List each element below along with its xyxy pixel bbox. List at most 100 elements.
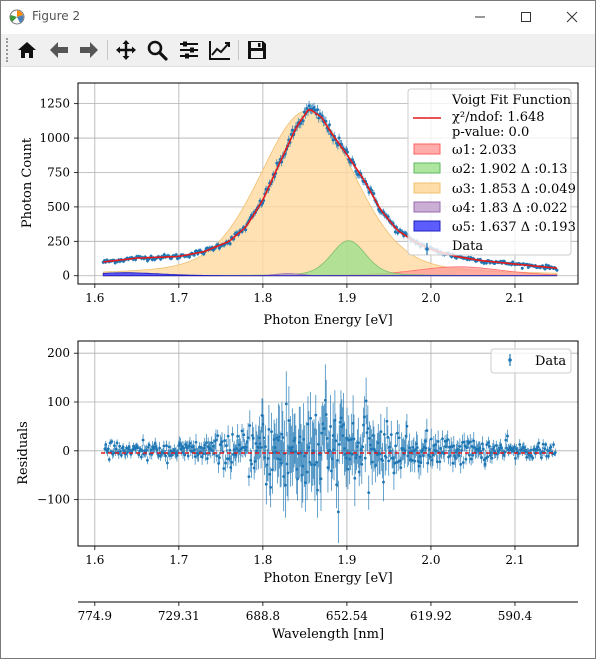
- residual-point: [334, 439, 338, 443]
- data-point: [275, 161, 279, 165]
- residual-point: [107, 458, 111, 461]
- data-point: [217, 246, 221, 250]
- residual-point: [539, 451, 542, 455]
- fit-curve: [103, 108, 558, 269]
- subplots-icon: [180, 41, 198, 59]
- bottom-x-tick-label: 2.0: [421, 553, 440, 567]
- forward-button[interactable]: [76, 37, 102, 63]
- residual-point: [203, 443, 207, 447]
- residual-point: [316, 488, 319, 492]
- pan-icon: [116, 40, 136, 60]
- top-x-axis-label: Photon Energy [eV]: [263, 313, 392, 328]
- back-icon: [50, 42, 68, 58]
- data-point: [228, 242, 232, 246]
- residual-point: [410, 458, 414, 462]
- residual-point: [461, 461, 465, 464]
- residual-point: [165, 461, 169, 465]
- title-bar: Figure 2: [1, 1, 595, 33]
- legend-omega3-swatch: [413, 182, 441, 194]
- top-y-tick-label: 1250: [39, 97, 70, 111]
- residual-point: [367, 491, 371, 494]
- residual-point: [230, 460, 233, 464]
- residual-point: [250, 462, 253, 466]
- bottom-y-tick-label: −100: [37, 493, 70, 507]
- toolbar-grip[interactable]: [6, 38, 11, 62]
- close-icon: [566, 11, 578, 23]
- data-point: [162, 253, 166, 257]
- residual-point: [363, 456, 367, 460]
- legend-omega1-swatch: [413, 143, 441, 155]
- zoom-button[interactable]: [144, 37, 170, 63]
- residual-point: [259, 445, 263, 449]
- residual-point: [381, 459, 385, 463]
- residual-point: [469, 457, 473, 461]
- save-icon: [248, 41, 266, 59]
- residual-point: [246, 436, 250, 440]
- legend-data-swatch: [508, 354, 512, 366]
- top-y-tick-label: 250: [47, 234, 70, 248]
- toolbar-separator: [107, 40, 108, 60]
- residual-point: [139, 455, 143, 459]
- minimize-icon: [475, 16, 485, 18]
- back-button[interactable]: [46, 37, 72, 63]
- residual-point: [531, 456, 535, 460]
- residual-point: [324, 413, 328, 416]
- data-point: [544, 263, 548, 267]
- minimize-button[interactable]: [457, 1, 503, 33]
- maximize-button[interactable]: [503, 1, 549, 33]
- residual-point: [424, 446, 428, 450]
- top-x-tick-label: 1.7: [169, 291, 188, 305]
- close-button[interactable]: [549, 1, 595, 33]
- figure-canvas[interactable]: 1.6 1.7 1.8 1.9 2.0 2.1 0 250 500 750 1000 1250 Ph…: [1, 67, 595, 657]
- data-point: [354, 169, 358, 173]
- residual-point: [464, 457, 468, 461]
- component-fill-ω5: [102, 272, 557, 277]
- data-point: [317, 116, 321, 120]
- residual-point: [194, 440, 198, 444]
- axes-edit-button[interactable]: [207, 37, 233, 63]
- data-point: [290, 128, 294, 132]
- legend-omega3-label: ω3: 1.853 Δ :0.049: [452, 182, 576, 197]
- legend-fit-label: Voigt Fit Function: [451, 93, 572, 108]
- residual-point: [284, 402, 288, 406]
- residual-point: [345, 436, 349, 440]
- maximize-icon: [521, 12, 531, 22]
- wavelength-tick-label: 774.9: [78, 609, 112, 623]
- residual-point: [540, 456, 543, 460]
- residual-point: [248, 424, 252, 427]
- residual-point: [494, 444, 498, 447]
- bottom-y-axis-label: Residuals: [16, 421, 31, 485]
- data-point: [316, 108, 320, 112]
- subplots-button[interactable]: [176, 37, 202, 63]
- residual-point: [284, 483, 287, 487]
- residual-point: [553, 451, 557, 454]
- pan-button[interactable]: [113, 37, 139, 63]
- top-y-tick-label: 500: [47, 200, 70, 214]
- residual-point: [313, 463, 317, 467]
- residual-point: [146, 458, 149, 462]
- home-button[interactable]: [14, 37, 40, 63]
- residual-point: [114, 447, 118, 451]
- residual-point: [186, 454, 190, 458]
- legend-omega4-label: ω4: 1.83 Δ :0.022: [452, 201, 568, 216]
- save-button[interactable]: [244, 37, 270, 63]
- residual-point: [486, 455, 490, 459]
- residual-point: [240, 429, 244, 433]
- residual-point: [459, 462, 463, 466]
- bottom-x-tick-label: 2.1: [505, 553, 524, 567]
- residual-point: [386, 435, 390, 439]
- residual-point: [362, 415, 366, 419]
- bottom-y-tick-label: 0: [62, 444, 70, 458]
- bottom-y-tick-label: 100: [47, 395, 70, 409]
- residual-point: [231, 433, 234, 436]
- top-x-tick-label: 1.8: [253, 291, 272, 305]
- wavelength-ticks: 774.9 729.31 688.8 652.54 619.92 590.4: [78, 602, 533, 623]
- residual-point: [162, 444, 166, 448]
- legend-chi2-label: χ²/ndof: 1.648: [452, 110, 545, 125]
- residual-point: [205, 457, 209, 460]
- data-point: [301, 119, 305, 123]
- residual-point: [336, 458, 339, 462]
- residual-point: [269, 486, 273, 489]
